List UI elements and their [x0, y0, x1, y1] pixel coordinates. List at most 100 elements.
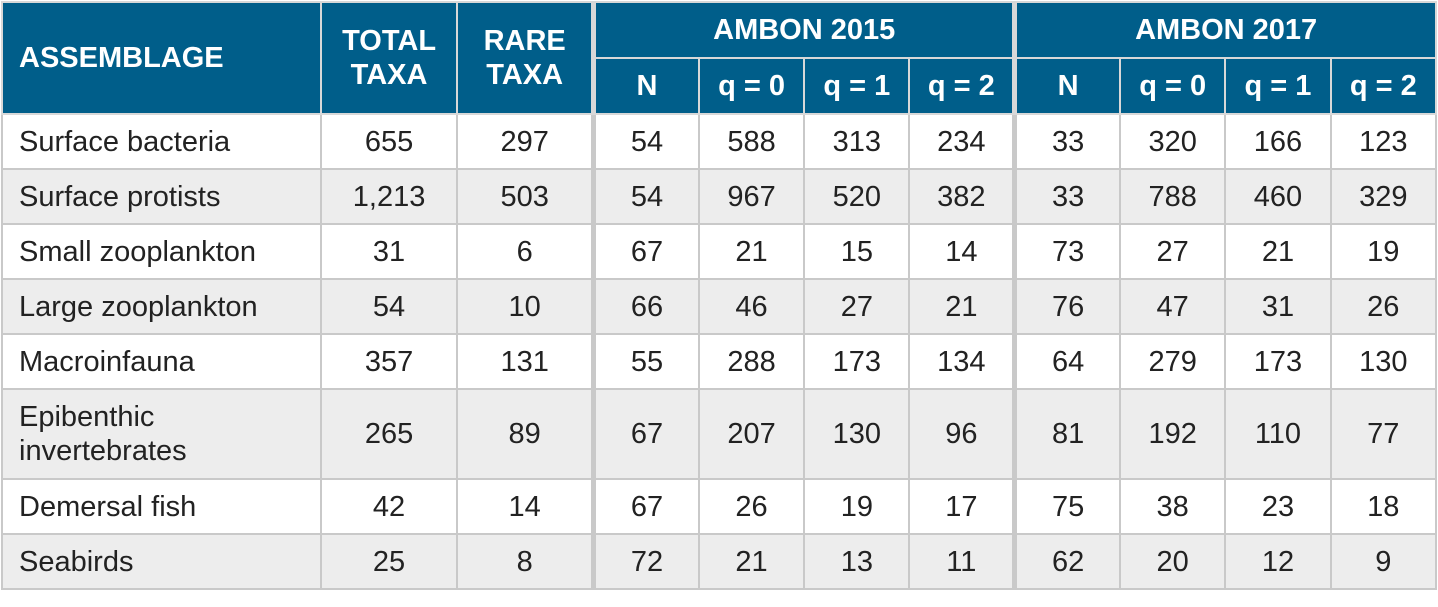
cell-2015-n: 54 — [591, 113, 700, 170]
cell-2017-q1: 110 — [1224, 388, 1332, 480]
cell-2015-q2: 11 — [908, 533, 1016, 590]
cell-2015-n: 54 — [591, 168, 700, 225]
cell-total-taxa: 25 — [319, 533, 459, 590]
cell-2017-q1: 166 — [1224, 113, 1332, 170]
cell-2017-n: 33 — [1012, 113, 1122, 170]
cell-2015-q2: 17 — [908, 478, 1016, 535]
cell-2017-q0: 47 — [1119, 278, 1227, 335]
table-row: Large zooplankton 54 10 66 46 27 21 76 47 31 26 — [1, 278, 1438, 335]
cell-2015-n: 67 — [591, 223, 700, 280]
cell-total-taxa: 54 — [319, 278, 459, 335]
cell-2015-n: 67 — [591, 478, 700, 535]
cell-2015-q2: 21 — [908, 278, 1016, 335]
cell-2015-q0: 21 — [697, 533, 806, 590]
cell-2015-q0: 588 — [697, 113, 806, 170]
cell-2015-q1: 15 — [803, 223, 911, 280]
cell-2017-q1: 460 — [1224, 168, 1332, 225]
cell-2017-q2: 77 — [1329, 388, 1438, 480]
cell-rare-taxa: 297 — [456, 113, 595, 170]
cell-2017-n: 81 — [1012, 388, 1122, 480]
table-row: Epibenthic invertebrates 265 89 67 207 130 96 8… — [1, 388, 1438, 480]
cell-rare-taxa: 89 — [456, 388, 595, 480]
cell-2017-q0: 38 — [1119, 478, 1227, 535]
cell-2017-q0: 192 — [1119, 388, 1227, 480]
cell-2017-q0: 279 — [1119, 333, 1227, 390]
header-group-ambon-2015: AMBON 2015 — [591, 1, 1016, 59]
cell-2017-n: 33 — [1012, 168, 1122, 225]
header-rare-taxa: RARE TAXA — [456, 1, 595, 115]
cell-2017-n: 73 — [1012, 223, 1122, 280]
cell-2015-n: 72 — [591, 533, 700, 590]
header-group-ambon-2017: AMBON 2017 — [1012, 1, 1438, 59]
cell-assemblage: Macroinfauna — [1, 333, 322, 390]
subheader-2015-q2: q = 2 — [908, 57, 1016, 115]
cell-2017-n: 76 — [1012, 278, 1122, 335]
table-body: Surface bacteria 655 297 54 588 313 234 33 320 16… — [1, 113, 1438, 590]
cell-assemblage: Surface protists — [1, 168, 322, 225]
cell-2015-q1: 520 — [803, 168, 911, 225]
cell-rare-taxa: 131 — [456, 333, 595, 390]
table-row: Surface bacteria 655 297 54 588 313 234 33 320 16… — [1, 113, 1438, 170]
cell-2017-q0: 320 — [1119, 113, 1227, 170]
cell-2017-q2: 130 — [1329, 333, 1438, 390]
cell-2017-q1: 23 — [1224, 478, 1332, 535]
table-row: Demersal fish 42 14 67 26 19 17 75 38 23 18 — [1, 478, 1438, 535]
subheader-2015-q1: q = 1 — [803, 57, 911, 115]
cell-rare-taxa: 14 — [456, 478, 595, 535]
cell-2015-q2: 96 — [908, 388, 1016, 480]
cell-total-taxa: 357 — [319, 333, 459, 390]
table-row: Surface protists 1,213 503 54 967 520 382 33 788… — [1, 168, 1438, 225]
cell-rare-taxa: 503 — [456, 168, 595, 225]
assemblage-table: ASSEMBLAGE TOTAL TAXA RARE TAXA AMBON 20… — [1, 1, 1438, 590]
cell-assemblage: Surface bacteria — [1, 113, 322, 170]
subheader-2017-n: N — [1012, 57, 1122, 115]
cell-total-taxa: 655 — [319, 113, 459, 170]
cell-2017-q2: 9 — [1329, 533, 1438, 590]
cell-2017-q2: 18 — [1329, 478, 1438, 535]
cell-assemblage: Seabirds — [1, 533, 322, 590]
cell-2015-q1: 13 — [803, 533, 911, 590]
cell-2017-n: 75 — [1012, 478, 1122, 535]
cell-2017-q2: 26 — [1329, 278, 1438, 335]
table-row: Seabirds 25 8 72 21 13 11 62 20 12 9 — [1, 533, 1438, 590]
cell-total-taxa: 1,213 — [319, 168, 459, 225]
cell-2015-q0: 207 — [697, 388, 806, 480]
header-total-taxa: TOTAL TAXA — [319, 1, 459, 115]
cell-2015-q0: 288 — [697, 333, 806, 390]
cell-2015-q1: 130 — [803, 388, 911, 480]
cell-2015-q1: 313 — [803, 113, 911, 170]
cell-2017-q2: 329 — [1329, 168, 1438, 225]
cell-total-taxa: 31 — [319, 223, 459, 280]
cell-assemblage: Epibenthic invertebrates — [1, 388, 322, 480]
cell-total-taxa: 265 — [319, 388, 459, 480]
cell-2015-q2: 234 — [908, 113, 1016, 170]
cell-2017-n: 62 — [1012, 533, 1122, 590]
cell-2017-q2: 123 — [1329, 113, 1438, 170]
cell-assemblage: Large zooplankton — [1, 278, 322, 335]
cell-assemblage: Demersal fish — [1, 478, 322, 535]
cell-2015-q0: 967 — [697, 168, 806, 225]
cell-2015-q2: 134 — [908, 333, 1016, 390]
cell-2017-q2: 19 — [1329, 223, 1438, 280]
cell-2015-q1: 173 — [803, 333, 911, 390]
table-row: Macroinfauna 357 131 55 288 173 134 64 279 173 130 — [1, 333, 1438, 390]
cell-2017-q1: 21 — [1224, 223, 1332, 280]
subheader-2015-n: N — [591, 57, 700, 115]
subheader-2017-q1: q = 1 — [1224, 57, 1332, 115]
table-row: Small zooplankton 31 6 67 21 15 14 73 27 21 19 — [1, 223, 1438, 280]
cell-rare-taxa: 6 — [456, 223, 595, 280]
cell-2017-q0: 27 — [1119, 223, 1227, 280]
cell-2015-n: 55 — [591, 333, 700, 390]
cell-2015-q2: 382 — [908, 168, 1016, 225]
cell-assemblage: Small zooplankton — [1, 223, 322, 280]
cell-2015-q0: 46 — [697, 278, 806, 335]
cell-2017-q0: 20 — [1119, 533, 1227, 590]
cell-2015-n: 67 — [591, 388, 700, 480]
cell-2015-q0: 21 — [697, 223, 806, 280]
cell-2017-q1: 31 — [1224, 278, 1332, 335]
cell-2017-q1: 12 — [1224, 533, 1332, 590]
cell-rare-taxa: 10 — [456, 278, 595, 335]
cell-2015-q0: 26 — [697, 478, 806, 535]
header-assemblage: ASSEMBLAGE — [1, 1, 322, 115]
cell-2015-q2: 14 — [908, 223, 1016, 280]
